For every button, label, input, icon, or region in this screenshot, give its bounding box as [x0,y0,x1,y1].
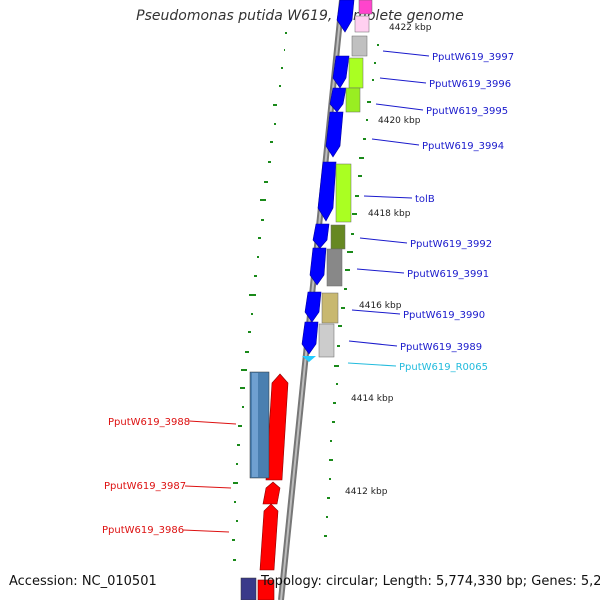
reverse-cds-track[interactable] [257,373,289,600]
scale-label-4416: 4416 kbp [359,301,402,311]
gene-label-3987[interactable]: PputW619_3987 [104,481,186,492]
forward-cds-track[interactable] [301,0,355,362]
cds-3987-arrow[interactable] [262,481,281,505]
cds-3991-arrow[interactable] [309,247,327,286]
cds-3988-arrow[interactable] [265,373,289,481]
gc-ticks-left [232,32,287,561]
accession-text: Accession: NC_010501 [9,574,157,589]
gene-label-3988[interactable]: PputW619_3988 [108,417,190,428]
gene-label-3996[interactable]: PputW619_3996 [429,79,511,90]
genome-summary-text: Topology: circular; Length: 5,774,330 bp… [261,574,600,589]
gene-label-3986[interactable]: PputW619_3986 [102,525,184,536]
gene-label-3997[interactable]: PputW619_3997 [432,52,514,63]
cds-3989-arrow[interactable] [301,321,319,355]
cog-track-left[interactable] [240,371,270,600]
rna-r0065-arrow[interactable] [302,356,316,362]
cds-tolb-arrow[interactable] [317,161,337,222]
gene-label-3994[interactable]: PputW619_3994 [422,141,504,152]
gene-label-3992[interactable]: PputW619_3992 [410,239,492,250]
scale-label-4418: 4418 kbp [368,209,411,219]
gc-ticks-right [324,44,379,537]
scale-labels: 4422 kbp 4420 kbp 4418 kbp 4416 kbp 4414… [345,23,432,497]
gene-label-3991[interactable]: PputW619_3991 [407,269,489,280]
scale-label-4420: 4420 kbp [378,116,421,126]
gene-label-3990[interactable]: PputW619_3990 [403,310,485,321]
gene-label-tolb[interactable]: tolB [415,194,435,205]
gene-labels-left[interactable]: PputW619_3988 PputW619_3987 PputW619_398… [102,417,237,536]
cds-3994-arrow[interactable] [325,111,344,158]
cds-3996-arrow[interactable] [332,55,350,89]
gene-label-3995[interactable]: PputW619_3995 [426,106,508,117]
scale-label-4412: 4412 kbp [345,487,388,497]
cog-track-right[interactable] [318,0,373,358]
cds-3986-arrow[interactable] [259,503,279,571]
gene-label-3989[interactable]: PputW619_3989 [400,342,482,353]
gene-labels-right[interactable]: PputW619_3997 PputW619_3996 PputW619_399… [347,50,514,373]
cds-3997-arrow[interactable] [336,0,355,33]
cds-3995-arrow[interactable] [329,87,347,113]
cds-3992-arrow[interactable] [312,223,330,249]
cds-3990-arrow[interactable] [304,291,322,323]
gene-label-r0065[interactable]: PputW619_R0065 [399,362,488,373]
scale-label-4422: 4422 kbp [389,23,432,33]
scale-label-4414: 4414 kbp [351,394,394,404]
map-title: Pseudomonas putida W619, complete genome [136,8,464,24]
